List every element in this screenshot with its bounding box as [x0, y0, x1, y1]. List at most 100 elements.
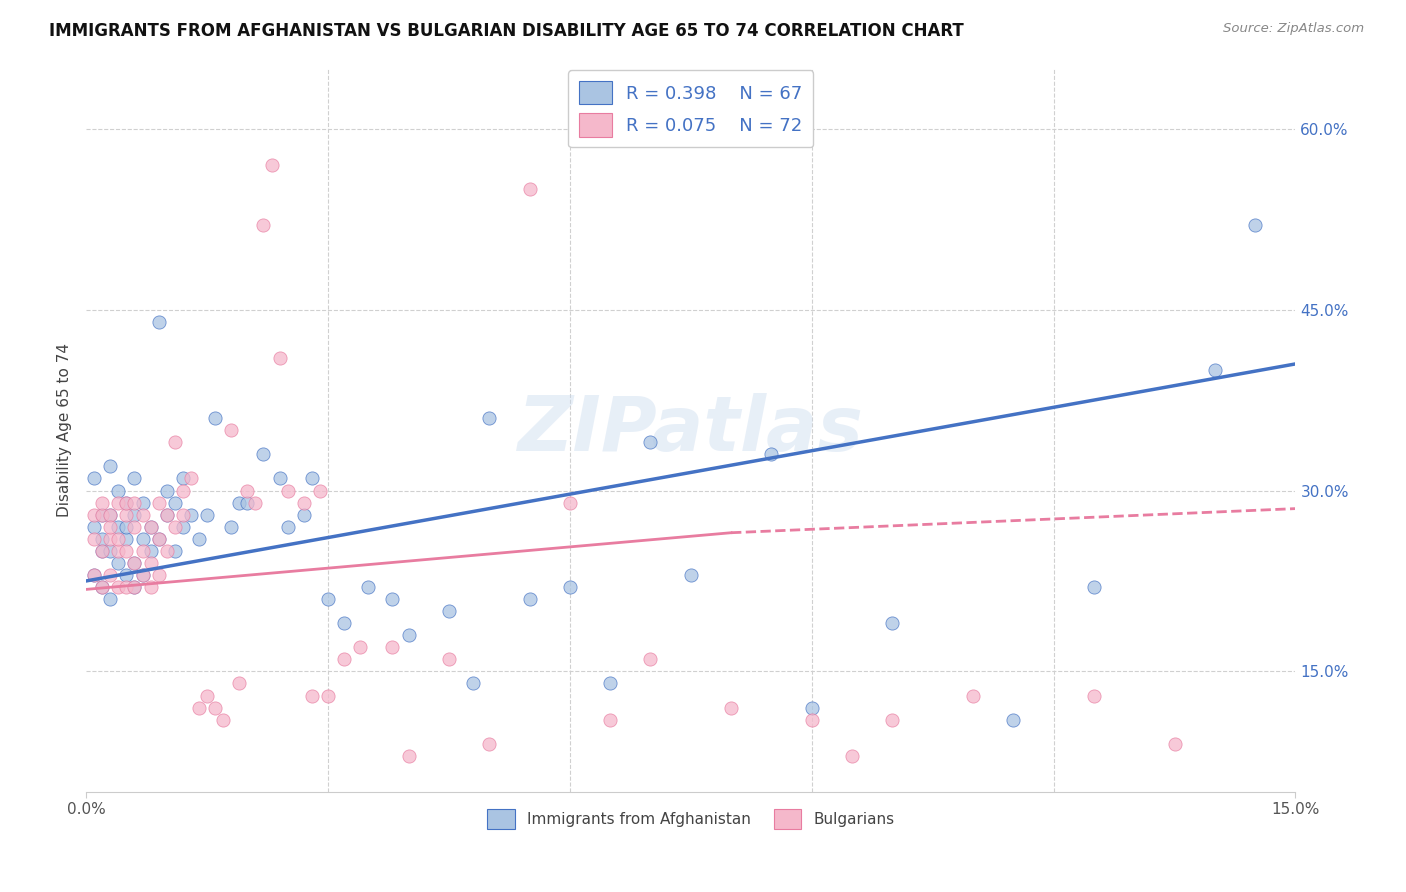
- Point: [131, 568, 153, 582]
- Point: [91, 495, 114, 509]
- Point: [1204, 363, 1226, 377]
- Point: [115, 580, 138, 594]
- Point: [381, 592, 404, 607]
- Point: [98, 544, 121, 558]
- Point: [148, 568, 170, 582]
- Point: [882, 616, 904, 631]
- Point: [245, 495, 267, 509]
- Point: [172, 508, 194, 522]
- Point: [156, 508, 179, 522]
- Point: [107, 556, 129, 570]
- Point: [301, 689, 323, 703]
- Point: [83, 568, 105, 582]
- Point: [156, 483, 179, 498]
- Point: [83, 532, 105, 546]
- Point: [640, 652, 662, 666]
- Point: [115, 568, 138, 582]
- Point: [228, 495, 250, 509]
- Point: [761, 447, 783, 461]
- Point: [333, 616, 356, 631]
- Point: [115, 532, 138, 546]
- Point: [349, 640, 371, 655]
- Point: [91, 580, 114, 594]
- Point: [98, 459, 121, 474]
- Point: [309, 483, 332, 498]
- Point: [83, 519, 105, 533]
- Point: [236, 495, 259, 509]
- Point: [131, 568, 153, 582]
- Point: [91, 508, 114, 522]
- Point: [172, 471, 194, 485]
- Point: [316, 592, 339, 607]
- Point: [841, 748, 863, 763]
- Point: [156, 544, 179, 558]
- Point: [91, 544, 114, 558]
- Point: [679, 568, 702, 582]
- Point: [98, 592, 121, 607]
- Point: [292, 508, 315, 522]
- Point: [398, 628, 420, 642]
- Point: [172, 519, 194, 533]
- Point: [204, 700, 226, 714]
- Point: [91, 508, 114, 522]
- Point: [83, 568, 105, 582]
- Point: [139, 556, 162, 570]
- Point: [1083, 580, 1105, 594]
- Point: [558, 495, 581, 509]
- Point: [333, 652, 356, 666]
- Point: [800, 713, 823, 727]
- Point: [277, 519, 299, 533]
- Point: [124, 580, 146, 594]
- Point: [148, 532, 170, 546]
- Point: [124, 495, 146, 509]
- Text: IMMIGRANTS FROM AFGHANISTAN VS BULGARIAN DISABILITY AGE 65 TO 74 CORRELATION CHA: IMMIGRANTS FROM AFGHANISTAN VS BULGARIAN…: [49, 22, 965, 40]
- Point: [115, 495, 138, 509]
- Point: [962, 689, 984, 703]
- Point: [277, 483, 299, 498]
- Point: [139, 580, 162, 594]
- Point: [301, 471, 323, 485]
- Point: [156, 508, 179, 522]
- Point: [720, 700, 742, 714]
- Point: [800, 700, 823, 714]
- Point: [139, 519, 162, 533]
- Point: [398, 748, 420, 763]
- Point: [91, 580, 114, 594]
- Y-axis label: Disability Age 65 to 74: Disability Age 65 to 74: [58, 343, 72, 517]
- Point: [357, 580, 380, 594]
- Point: [139, 544, 162, 558]
- Point: [115, 495, 138, 509]
- Point: [269, 471, 291, 485]
- Point: [187, 532, 209, 546]
- Point: [519, 182, 541, 196]
- Legend: Immigrants from Afghanistan, Bulgarians: Immigrants from Afghanistan, Bulgarians: [481, 803, 901, 835]
- Point: [107, 532, 129, 546]
- Point: [98, 532, 121, 546]
- Point: [98, 508, 121, 522]
- Point: [91, 544, 114, 558]
- Point: [1002, 713, 1025, 727]
- Point: [131, 495, 153, 509]
- Point: [252, 447, 274, 461]
- Point: [437, 652, 460, 666]
- Point: [180, 508, 202, 522]
- Point: [131, 544, 153, 558]
- Point: [1244, 219, 1267, 233]
- Point: [558, 580, 581, 594]
- Point: [381, 640, 404, 655]
- Point: [148, 495, 170, 509]
- Point: [292, 495, 315, 509]
- Point: [124, 556, 146, 570]
- Point: [219, 519, 242, 533]
- Point: [131, 508, 153, 522]
- Point: [163, 519, 186, 533]
- Point: [124, 556, 146, 570]
- Point: [115, 519, 138, 533]
- Point: [212, 713, 235, 727]
- Point: [252, 219, 274, 233]
- Point: [478, 411, 501, 425]
- Point: [115, 544, 138, 558]
- Point: [640, 435, 662, 450]
- Point: [124, 580, 146, 594]
- Point: [260, 158, 283, 172]
